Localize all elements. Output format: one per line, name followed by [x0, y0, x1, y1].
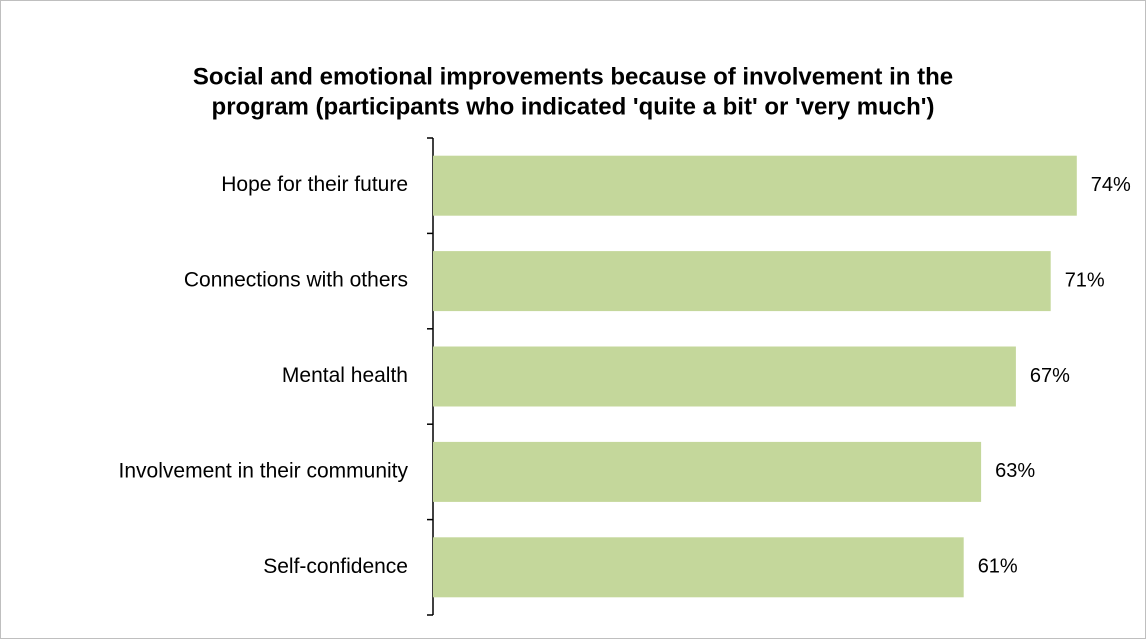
- bar: [433, 346, 1016, 407]
- value-label: 67%: [1030, 365, 1070, 387]
- value-label: 61%: [978, 556, 1018, 578]
- category-label: Mental health: [282, 364, 408, 387]
- bar: [433, 441, 982, 502]
- value-label: 74%: [1091, 174, 1131, 196]
- value-label: 63%: [995, 460, 1035, 482]
- category-label: Involvement in their community: [119, 459, 409, 482]
- bar: [433, 537, 964, 598]
- category-label: Connections with others: [184, 269, 408, 292]
- chart-title: Social and emotional improvements becaus…: [193, 63, 953, 90]
- value-label: 71%: [1065, 269, 1105, 291]
- category-label: Hope for their future: [221, 173, 408, 196]
- bar: [433, 155, 1077, 216]
- category-label: Self-confidence: [263, 555, 408, 578]
- chart-title: program (participants who indicated 'qui…: [212, 93, 935, 120]
- bar: [433, 251, 1051, 312]
